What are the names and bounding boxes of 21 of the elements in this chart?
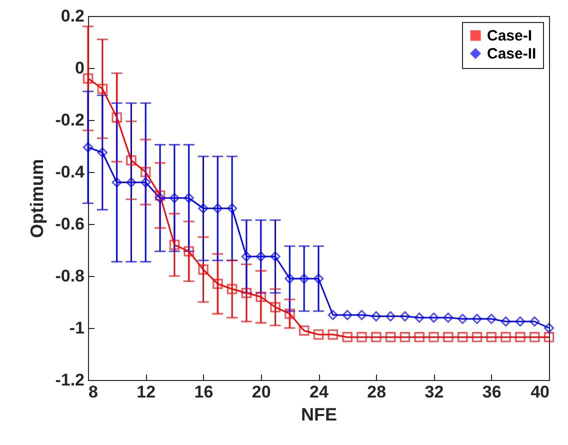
y-tick-label: -1 <box>69 318 84 338</box>
y-tick-label: -0.6 <box>55 214 84 234</box>
legend-label: Case-I <box>487 28 532 44</box>
x-tick-label: 12 <box>136 382 156 402</box>
x-tick-label: 28 <box>367 382 386 402</box>
y-tick-label: 0.2 <box>60 6 84 26</box>
y-tick-label: -0.2 <box>55 110 84 130</box>
x-tick-label: 8 <box>88 382 98 402</box>
x-tick-label: 36 <box>482 382 502 402</box>
x-tick-label: 20 <box>252 382 271 402</box>
y-tick-label: -0.8 <box>55 266 84 286</box>
x-tick-label: 24 <box>310 382 329 402</box>
x-tick-label: 40 <box>530 382 550 402</box>
y-tick-label: -1.2 <box>55 370 84 390</box>
x-tick-label: 32 <box>424 382 444 402</box>
y-axis-title: Optimum <box>27 159 48 238</box>
x-tick-label: 16 <box>194 382 214 402</box>
x-axis-title: NFE <box>301 404 337 424</box>
y-tick-label: 0 <box>75 58 84 78</box>
legend-label: Case-II <box>487 46 536 62</box>
y-tick-label: -0.4 <box>55 162 86 182</box>
